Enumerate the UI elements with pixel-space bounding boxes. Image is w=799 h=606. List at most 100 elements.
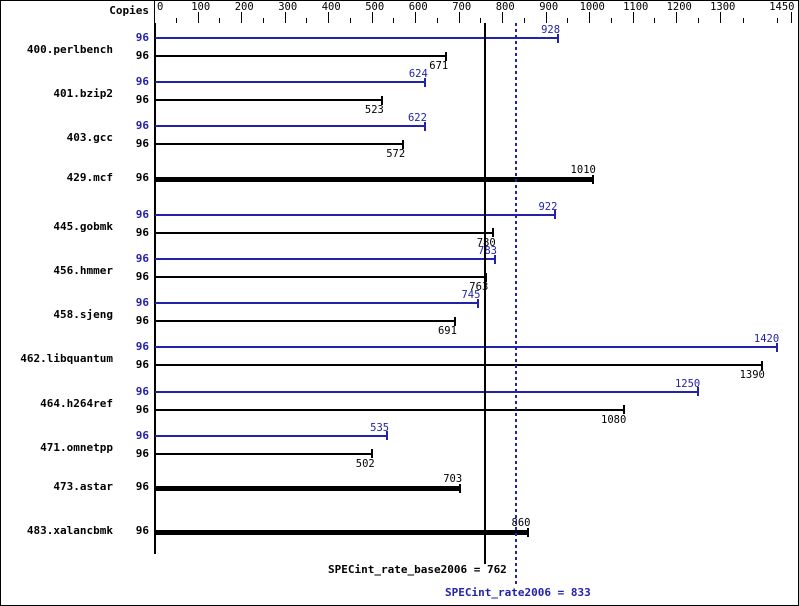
- copies-value: 96: [135, 428, 149, 442]
- bar-value-label: 624: [408, 68, 428, 81]
- axis-tick-minor: [743, 18, 745, 23]
- copies-value: 96: [135, 296, 149, 310]
- copies-value: 96: [135, 93, 149, 107]
- axis-tick-major: [284, 12, 286, 23]
- benchmark-label: 458.sjeng: [53, 308, 113, 322]
- benchmark-row: 473.astar 703 96: [1, 471, 798, 515]
- axis-tick-major: [154, 12, 155, 23]
- benchmark-row: 464.h264ref 1250 96 1080 96: [1, 378, 798, 427]
- bar-base: [155, 452, 373, 455]
- axis-tick-label: 1000: [579, 1, 605, 13]
- axis-tick-label: 100: [191, 1, 211, 13]
- benchmark-row: 456.hmmer 783 96 763 96: [1, 245, 798, 294]
- bar-value-label: 691: [437, 325, 457, 338]
- bar-end-cap: [401, 139, 404, 149]
- axis-tick-label: 1100: [623, 1, 649, 13]
- bar-end-cap: [477, 298, 480, 308]
- benchmark-row: 401.bzip2 624 96 523 96: [1, 68, 798, 117]
- bar-value-label: 622: [407, 112, 427, 125]
- bar-base: [155, 55, 446, 57]
- axis-tick-minor: [436, 18, 438, 23]
- axis-tick-label: 1450: [769, 1, 795, 13]
- bar-base: [155, 320, 455, 323]
- bar-value-label: 1420: [753, 333, 780, 346]
- bar-value-label: 1250: [674, 377, 701, 390]
- axis-tick-major: [197, 12, 199, 23]
- axis-tick-minor: [175, 18, 177, 23]
- benchmark-label: 429.mcf: [66, 170, 113, 184]
- copies-value: 96: [135, 446, 149, 460]
- footer-peak-result: SPECint_rate2006 = 833: [445, 586, 591, 599]
- bar-end-cap: [696, 387, 699, 397]
- benchmark-label: 471.omnetpp: [40, 440, 113, 454]
- copies-column-header: Copies: [109, 4, 149, 17]
- bar-base: [155, 143, 403, 146]
- bar-value-label: 745: [461, 289, 481, 302]
- bar-base: [155, 99, 382, 102]
- bar-base: [155, 408, 624, 411]
- axis-tick-minor: [349, 18, 351, 23]
- bar-value-label: 1080: [601, 413, 627, 426]
- bar-value-label: 703: [443, 473, 463, 485]
- bar-value-label: 523: [364, 104, 384, 117]
- bar-peak: [155, 258, 495, 260]
- copies-value: 96: [135, 480, 149, 493]
- bar-value-label: 671: [429, 60, 449, 72]
- axis-tick-label: 800: [495, 1, 515, 13]
- bar-end-cap: [592, 174, 595, 184]
- axis-tick-minor: [523, 18, 525, 23]
- bar-peak: [155, 302, 479, 305]
- benchmark-label: 462.libquantum: [20, 352, 113, 366]
- axis-tick-minor: [480, 18, 482, 23]
- axis-tick-major: [371, 12, 373, 23]
- benchmark-row: 445.gobmk9229678096: [1, 201, 798, 250]
- bar-base: [155, 364, 763, 367]
- bar-peak: [155, 346, 777, 349]
- benchmark-label: 401.bzip2: [53, 87, 113, 101]
- bar-base: [155, 276, 486, 278]
- axis-tick-label: 1200: [666, 1, 692, 13]
- copies-value: 96: [135, 524, 149, 538]
- axis-tick-major: [415, 12, 416, 23]
- bar-end-cap: [385, 431, 388, 441]
- bar-end-cap: [380, 95, 383, 105]
- bar-peak: [155, 125, 425, 128]
- axis-tick-label: 1300: [710, 1, 736, 13]
- copies-value: 96: [135, 270, 149, 283]
- bar-peak: [155, 37, 558, 39]
- axis-tick-minor: [262, 18, 264, 23]
- copies-value: 96: [135, 49, 149, 62]
- copies-value: 96: [135, 31, 149, 44]
- copies-value: 96: [135, 252, 149, 265]
- axis-tick-label: 200: [234, 1, 254, 13]
- bar-base: [155, 231, 494, 234]
- benchmark-label: 403.gcc: [66, 131, 113, 145]
- copies-value: 96: [135, 119, 149, 133]
- benchmark-row: 462.libquantum 1420 96 1390 96: [1, 333, 798, 382]
- axis-tick-minor: [393, 18, 395, 23]
- axis-tick-minor: [219, 18, 221, 23]
- benchmark-row: 400.perlbench 928 96 671 96: [1, 24, 798, 73]
- bar-merged: [155, 486, 460, 491]
- bar-peak: [155, 81, 426, 84]
- benchmark-row: 483.xalancbmk 860 96: [1, 515, 798, 559]
- axis-tick-minor: [610, 18, 612, 23]
- axis-tick-label: 0: [157, 1, 164, 13]
- bar-value-label: 535: [370, 421, 390, 434]
- axis-tick-major: [632, 12, 634, 23]
- axis-tick-label: 300: [278, 1, 298, 13]
- bar-end-cap: [453, 316, 456, 326]
- bar-value-label: 1010: [570, 163, 596, 176]
- bar-value-label: 763: [469, 281, 489, 293]
- benchmark-row: 458.sjeng 745 96 691 96: [1, 289, 798, 338]
- bar-end-cap: [424, 77, 427, 87]
- axis-tick-label: 500: [365, 1, 385, 13]
- copies-value: 96: [135, 358, 149, 372]
- benchmark-row: 429.mcf 1010 96: [1, 162, 798, 206]
- axis-tick-minor: [567, 18, 569, 23]
- axis-tick-label: 400: [321, 1, 341, 13]
- axis-tick-major: [545, 12, 547, 23]
- bar-value-label: 928: [541, 24, 561, 36]
- bar-end-cap: [622, 405, 625, 415]
